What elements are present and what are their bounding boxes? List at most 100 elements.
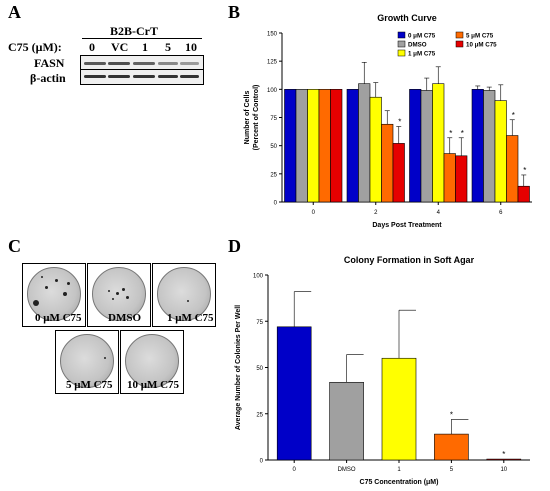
blot-row-label: β-actin <box>30 71 66 85</box>
actin-blot-strip <box>80 69 204 85</box>
dish-label: 0 μM C75 <box>35 312 82 324</box>
bar <box>295 89 308 203</box>
bar <box>329 381 364 461</box>
dish-label: DMSO <box>108 312 141 324</box>
x-tick-label: 0 <box>293 467 297 473</box>
bar <box>318 89 331 203</box>
blot-lane-label: 0 <box>89 40 95 54</box>
panel-label-d: D <box>228 236 241 256</box>
x-tick-label: 10 <box>500 467 507 473</box>
dish-image-1: DMSO <box>87 263 151 327</box>
significance-mark: * <box>449 129 452 138</box>
legend-label: 5 μM C75 <box>466 33 494 40</box>
legend-swatch <box>397 49 406 57</box>
x-tick-label: 0 <box>312 210 316 216</box>
y-axis-label: Average Number of Colonies Per Well <box>235 305 242 430</box>
y-tick-label: 75 <box>270 116 277 122</box>
blot-lane-label: 1 <box>142 40 148 54</box>
y-tick-label: 25 <box>256 412 263 418</box>
bar <box>483 90 496 203</box>
x-tick-label: 5 <box>450 467 454 473</box>
bar <box>369 96 382 203</box>
x-axis-label: C75 Concentration (μM) <box>360 479 439 486</box>
legend-label: 1 μM C75 <box>408 51 436 58</box>
bar <box>455 155 468 203</box>
significance-mark: * <box>461 129 464 138</box>
y-tick-label: 0 <box>274 201 278 207</box>
panel-label-b: B <box>228 2 241 22</box>
bar <box>434 433 469 461</box>
significance-mark: * <box>512 111 515 120</box>
blot-cell-line-label: B2B-CrT <box>110 24 158 38</box>
blot-lane-label: 5 <box>165 40 171 54</box>
dish-plate <box>125 334 179 388</box>
bar <box>358 83 371 203</box>
dish-image-2: 1 μM C75 <box>152 263 216 327</box>
y-tick-label: 25 <box>270 172 277 178</box>
legend-swatch <box>455 31 464 39</box>
x-axis-label: Days Post Treatment <box>372 222 442 229</box>
y-tick-label: 125 <box>267 60 278 66</box>
blot-header-rule <box>82 38 202 39</box>
y-axis-label: Number of Cells <box>244 91 251 145</box>
bar <box>346 89 359 203</box>
legend-label: DMSO <box>408 42 427 49</box>
bar <box>276 326 312 461</box>
y-tick-label: 50 <box>256 366 263 372</box>
bar <box>409 89 422 203</box>
dish-image-3: 5 μM C75 <box>55 330 119 394</box>
blot-lane-label: 10 <box>185 40 197 54</box>
y-axis-label: (Percent of Control) <box>253 85 260 151</box>
x-tick-label: 6 <box>499 210 503 216</box>
legend-swatch <box>397 40 406 48</box>
dish-label: 1 μM C75 <box>167 312 214 324</box>
legend-swatch <box>397 31 406 39</box>
significance-mark: * <box>502 450 505 459</box>
blot-lane-label: VC <box>111 40 129 54</box>
legend-label: 0 μM C75 <box>408 33 436 40</box>
legend-label: 10 μM C75 <box>466 42 497 49</box>
x-tick-label: 4 <box>437 210 441 216</box>
panel-label-a: A <box>8 2 21 22</box>
bar <box>307 89 320 203</box>
significance-mark: * <box>398 118 401 127</box>
y-tick-label: 75 <box>256 320 263 326</box>
bar <box>432 83 445 203</box>
bar <box>506 135 519 203</box>
bar <box>486 458 522 461</box>
dish-plate <box>157 267 211 321</box>
chart-title: Growth Curve <box>377 13 437 23</box>
blot-dose-label: C75 (μM): <box>8 40 62 54</box>
bar <box>517 185 530 203</box>
bar <box>381 123 394 203</box>
bar <box>471 89 484 203</box>
panel-label-c: C <box>8 236 21 256</box>
dish-image-4: 10 μM C75 <box>120 330 184 394</box>
dish-plate <box>92 267 146 321</box>
y-tick-label: 100 <box>267 88 278 94</box>
y-tick-label: 50 <box>270 144 277 150</box>
significance-mark: * <box>450 410 453 419</box>
dish-plate <box>60 334 114 388</box>
bar <box>381 357 417 461</box>
y-tick-label: 100 <box>253 274 264 280</box>
bar <box>330 89 343 203</box>
dish-image-0: 0 μM C75 <box>22 263 86 327</box>
bar <box>392 143 405 203</box>
bar <box>284 89 297 203</box>
significance-mark: * <box>523 166 526 175</box>
x-tick-label: 1 <box>397 467 401 473</box>
y-tick-label: 150 <box>267 32 278 38</box>
y-tick-label: 0 <box>260 459 264 465</box>
x-tick-label: DMSO <box>338 467 356 473</box>
blot-row-label: FASN <box>34 56 65 70</box>
legend-swatch <box>455 40 464 48</box>
bar <box>443 153 456 203</box>
dish-label: 5 μM C75 <box>66 379 113 391</box>
bar <box>494 100 507 203</box>
x-tick-label: 2 <box>374 210 378 216</box>
dish-label: 10 μM C75 <box>127 379 180 391</box>
bar <box>420 90 433 203</box>
chart-title: Colony Formation in Soft Agar <box>344 255 475 265</box>
